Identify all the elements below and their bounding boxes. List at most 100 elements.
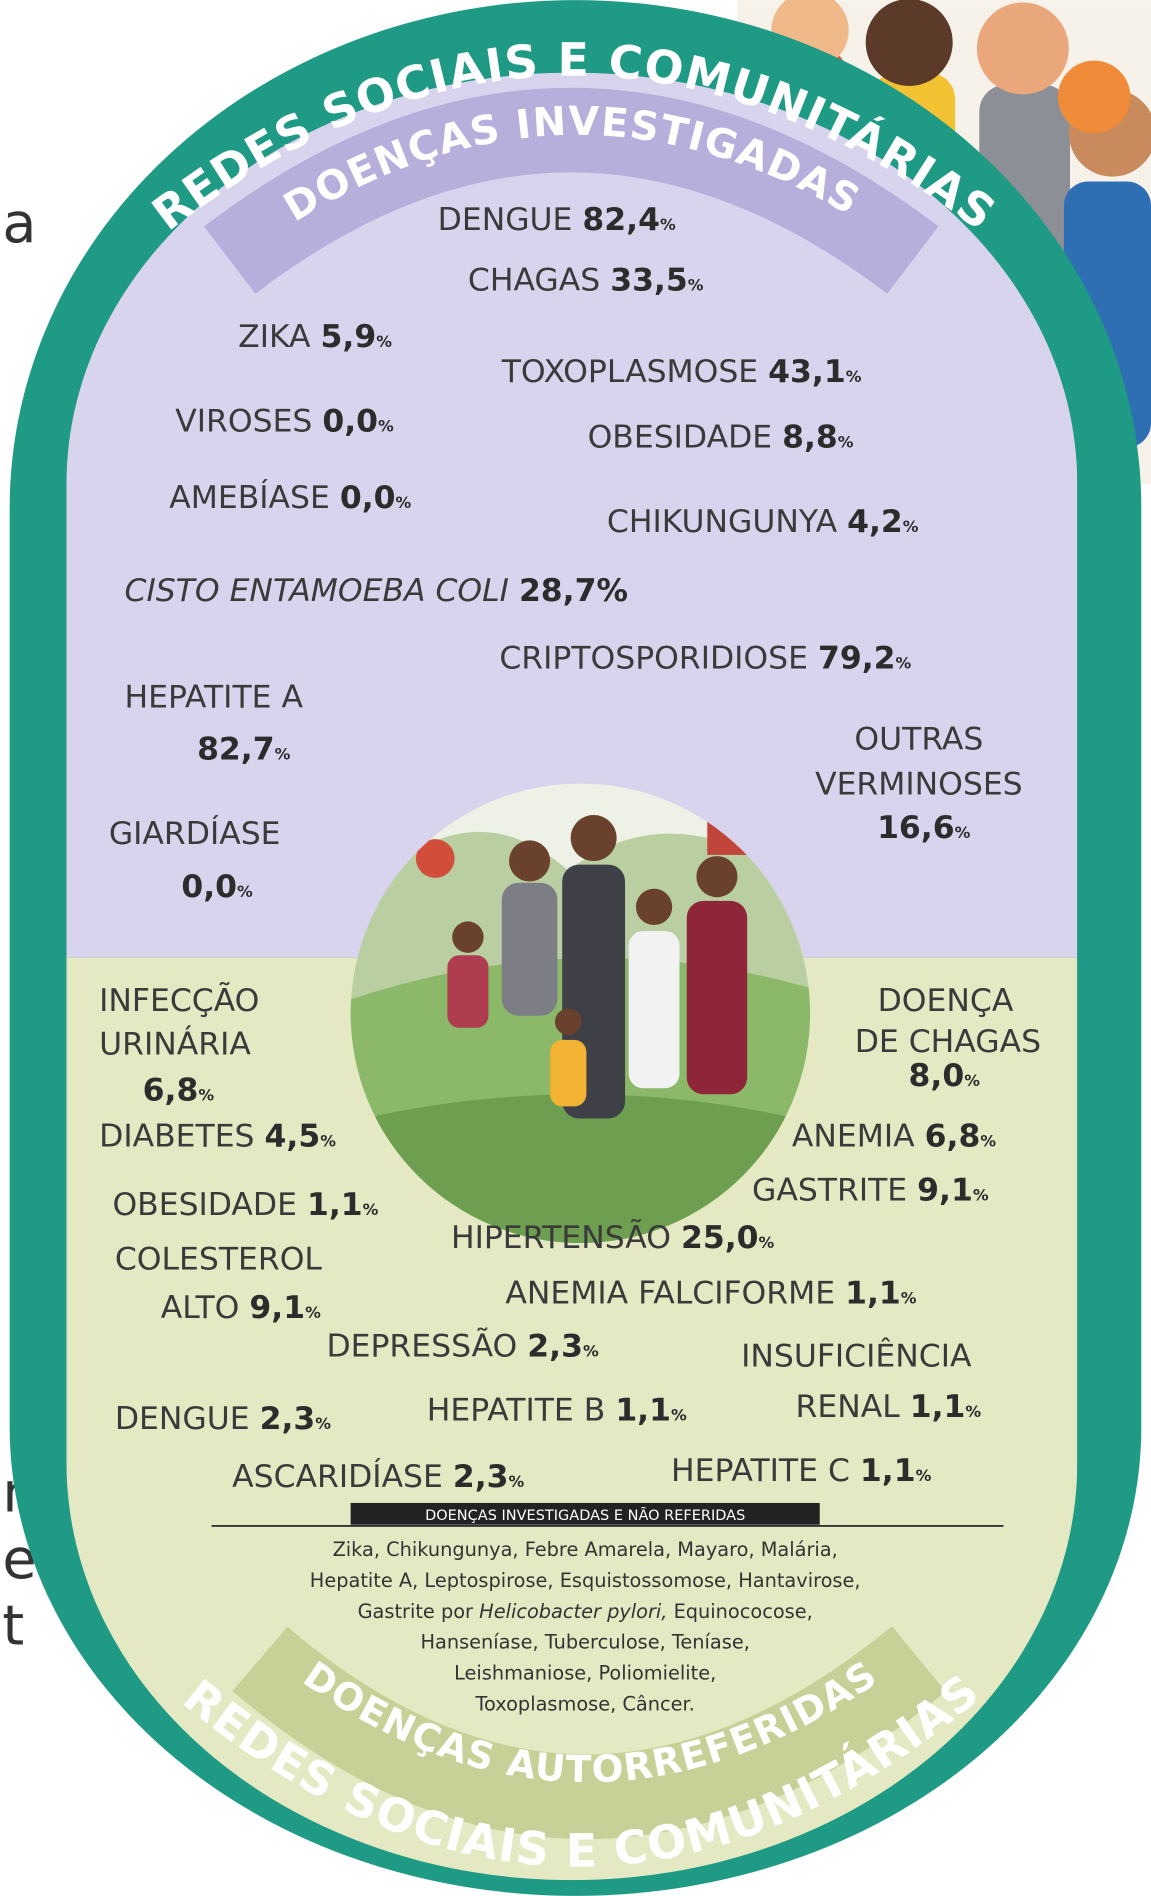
disease-name: ANEMIA FALCIFORME [505, 1275, 835, 1311]
disease-unit: % [896, 654, 912, 673]
disease-unit: % [903, 517, 919, 536]
disease-value: 9,1 [917, 1173, 973, 1209]
disease-value: 1,1 [845, 1275, 901, 1311]
disease-name: OUTRAS [854, 722, 983, 758]
disease-line: TOXOPLASMOSE 43,1% [501, 354, 862, 390]
disease-line: HEPATITE C 1,1% [671, 1453, 932, 1489]
note-line: Gastrite por Helicobacter pylori, Equino… [358, 1600, 813, 1623]
disease-unit: % [305, 1303, 321, 1322]
disease-line: HEPATITE B 1,1% [427, 1393, 687, 1429]
disease-line: ALTO 9,1% [161, 1290, 321, 1326]
note-segment: Hanseníase, Tuberculose, Teníase, [420, 1631, 749, 1654]
disease-line: OUTRAS [854, 722, 983, 758]
disease-name: DENGUE [438, 202, 573, 238]
disease-name: HEPATITE B [427, 1393, 606, 1429]
disease-name: VERMINOSES [815, 766, 1023, 802]
disease-line: ANEMIA FALCIFORME 1,1% [505, 1275, 916, 1311]
disease-name: CHAGAS [468, 262, 600, 298]
disease-line: CRIPTOSPORIDIOSE 79,2% [499, 641, 911, 677]
disease-value: 5,9 [321, 319, 377, 355]
disease-line: INSUFICIÊNCIA [741, 1336, 972, 1374]
cropped-letter: t [2, 1593, 24, 1658]
disease-name: RENAL [796, 1389, 901, 1425]
disease-line: ZIKA 5,9% [238, 319, 392, 355]
disease-name: CHIKUNGUNYA [607, 504, 838, 540]
note-line: Zika, Chikungunya, Febre Amarela, Mayaro… [333, 1538, 838, 1561]
disease-name: AMEBÍASE [169, 478, 330, 516]
disease-name: DOENÇA [878, 983, 1014, 1019]
cropped-letter: a [2, 191, 36, 256]
disease-unit: % [973, 1186, 989, 1205]
disease-name: COLESTEROL [115, 1242, 323, 1278]
disease-name: HEPATITE C [671, 1453, 850, 1489]
disease-name: VIROSES [175, 404, 312, 440]
disease-unit: % [838, 432, 854, 451]
disease-name: DENGUE [115, 1401, 250, 1437]
disease-name: HEPATITE A [125, 679, 304, 715]
disease-line: CHIKUNGUNYA 4,2% [607, 504, 919, 540]
disease-name: CISTO ENTAMOEBA COLI [125, 573, 509, 609]
disease-line: CHAGAS 33,5% [468, 262, 704, 298]
note-segment: Equinococose, [667, 1600, 812, 1623]
disease-line: COLESTEROL [115, 1242, 323, 1278]
disease-value: 8,0 [909, 1058, 965, 1094]
disease-line: OBESIDADE 8,8% [588, 419, 854, 455]
disease-value: 33,5 [610, 262, 688, 298]
disease-line: DENGUE 82,4% [438, 202, 676, 238]
disease-line: DEPRESSÃO 2,3% [326, 1327, 599, 1365]
note-segment: Toxoplasmose, Câncer. [475, 1692, 695, 1715]
disease-name: INSUFICIÊNCIA [741, 1336, 972, 1374]
disease-value: 82,7 [197, 731, 275, 767]
disease-value: 2,3 [260, 1401, 316, 1437]
disease-unit: % [378, 417, 394, 436]
note-line: Leishmaniose, Poliomielite, [454, 1661, 716, 1684]
disease-name: DIABETES [99, 1118, 254, 1154]
disease-line: URINÁRIA [99, 1024, 251, 1062]
disease-value: 1,1 [307, 1187, 363, 1223]
disease-unit: % [583, 1342, 599, 1361]
disease-unit: % [901, 1288, 917, 1307]
disease-name: DEPRESSÃO [326, 1327, 517, 1365]
disease-name: OBESIDADE [112, 1187, 297, 1223]
disease-value: 4,5 [265, 1118, 321, 1154]
disease-unit: % [275, 744, 291, 763]
note-segment: Helicobacter pylori, [479, 1600, 667, 1623]
disease-line: DIABETES 4,5% [99, 1118, 336, 1154]
disease-line: VERMINOSES [815, 766, 1023, 802]
disease-line: DENGUE 2,3% [115, 1401, 331, 1437]
disease-unit: % [965, 1402, 981, 1421]
disease-name: ASCARIDÍASE [232, 1457, 443, 1495]
disease-unit: % [916, 1466, 932, 1485]
disease-value: 6,8 [925, 1118, 981, 1154]
disease-value: 82,4 [582, 202, 660, 238]
disease-line: DOENÇA [878, 983, 1014, 1019]
disease-name: GIARDÍASE [109, 814, 281, 852]
disease-name: ZIKA [238, 319, 311, 355]
disease-value: 43,1 [768, 354, 846, 390]
disease-value: 8,8 [782, 419, 838, 455]
note-segment: Zika, Chikungunya, Febre Amarela, Mayaro… [333, 1538, 838, 1561]
disease-value: 2,3 [527, 1329, 583, 1365]
disease-unit: % [315, 1414, 331, 1433]
disease-name: GASTRITE [752, 1173, 907, 1209]
disease-unit: % [846, 367, 862, 386]
disease-name: INFECÇÃO [99, 981, 259, 1019]
disease-unit: % [596, 573, 627, 609]
disease-name: HIPERTENSÃO [451, 1218, 671, 1256]
note-segment: Leishmaniose, Poliomielite, [454, 1661, 716, 1684]
note-label: DOENÇAS INVESTIGADAS E NÃO REFERIDAS [425, 1507, 745, 1524]
disease-value: 79,2 [818, 641, 896, 677]
disease-line: CISTO ENTAMOEBA COLI 28,7% [125, 573, 628, 609]
disease-name: OBESIDADE [588, 419, 773, 455]
disease-value: 4,2 [847, 504, 903, 540]
disease-unit: % [376, 332, 392, 351]
disease-unit: % [688, 275, 704, 294]
disease-unit: % [396, 493, 412, 512]
disease-unit: % [964, 1071, 980, 1090]
disease-line: ASCARIDÍASE 2,3% [232, 1457, 524, 1495]
disease-unit: % [955, 823, 971, 842]
disease-name: TOXOPLASMOSE [501, 354, 758, 390]
disease-unit: % [363, 1200, 379, 1219]
disease-value: 28,7 [519, 573, 597, 609]
disease-name: ANEMIA [792, 1118, 915, 1154]
